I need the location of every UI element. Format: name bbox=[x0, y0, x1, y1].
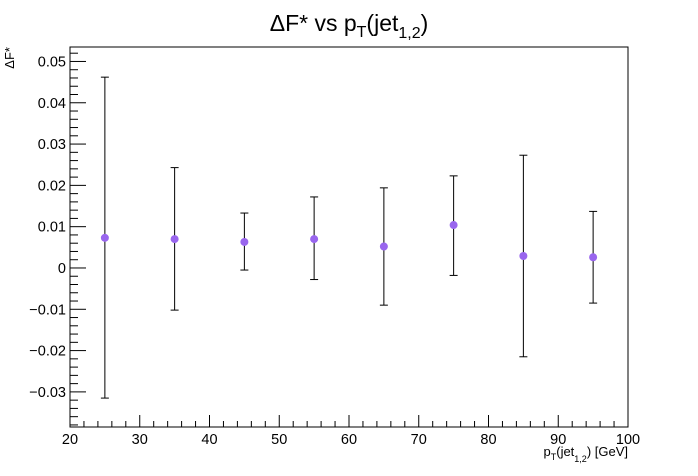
xlabel-rest: ) [GeV] bbox=[587, 444, 628, 459]
data-point bbox=[449, 221, 458, 230]
title-main: F* vs p bbox=[285, 10, 357, 36]
x-axis-label: pT(jet1,2) [GeV] bbox=[544, 444, 629, 464]
y-tick-label: 0 bbox=[58, 261, 66, 277]
title-delta: Δ bbox=[270, 10, 285, 36]
title-sub-jet: 1,2 bbox=[398, 25, 420, 42]
y-tick-label: 0.03 bbox=[38, 137, 66, 153]
y-tick-label: 0.05 bbox=[38, 54, 66, 70]
y-tick-label: −0.02 bbox=[29, 344, 66, 360]
data-point bbox=[379, 242, 388, 251]
y-tick-label: 0.01 bbox=[38, 220, 66, 236]
plot-frame bbox=[69, 46, 629, 428]
y-tick-label: −0.03 bbox=[29, 385, 66, 401]
x-tick-label: 90 bbox=[550, 432, 566, 448]
x-tick-label: 50 bbox=[271, 432, 287, 448]
xlabel-p: p bbox=[544, 444, 551, 459]
xlabel-jet: (jet bbox=[556, 444, 574, 459]
x-tick-label: 30 bbox=[132, 432, 148, 448]
title-sub-t: T bbox=[357, 24, 367, 41]
data-point bbox=[519, 252, 528, 260]
x-tick-label: 60 bbox=[341, 432, 357, 448]
xlabel-sub-jet: 1,2 bbox=[574, 454, 587, 464]
x-tick-label: 100 bbox=[616, 432, 640, 448]
x-tick-label: 80 bbox=[480, 432, 496, 448]
y-tick-label: −0.01 bbox=[29, 302, 66, 318]
data-point bbox=[100, 233, 109, 242]
data-points bbox=[100, 221, 598, 262]
chart-title: ΔF* vs pT(jet1,2) bbox=[270, 10, 429, 42]
y-tick-label: 0.02 bbox=[38, 178, 66, 194]
data-point bbox=[310, 235, 319, 244]
y-axis-label: ΔF* bbox=[2, 47, 17, 69]
xlabel-sub-t: T bbox=[551, 452, 557, 462]
x-tick-label: 20 bbox=[62, 432, 78, 448]
title-paren-open: (jet bbox=[366, 10, 399, 36]
x-axis-ticks bbox=[69, 415, 629, 427]
x-tick-label: 70 bbox=[411, 432, 427, 448]
title-paren-close: ) bbox=[421, 10, 429, 36]
x-axis-tick-labels: 20 30 40 50 60 70 80 90 100 bbox=[62, 432, 640, 448]
x-tick-label: 40 bbox=[201, 432, 217, 448]
data-point bbox=[240, 237, 249, 246]
y-tick-label: 0.04 bbox=[38, 96, 66, 112]
y-axis-ticks bbox=[70, 52, 86, 426]
data-point bbox=[170, 235, 179, 244]
y-axis-tick-labels: −0.03 −0.02 −0.01 0 0.01 0.02 0.03 0.04 0.05 bbox=[29, 54, 66, 400]
data-point bbox=[589, 253, 598, 262]
